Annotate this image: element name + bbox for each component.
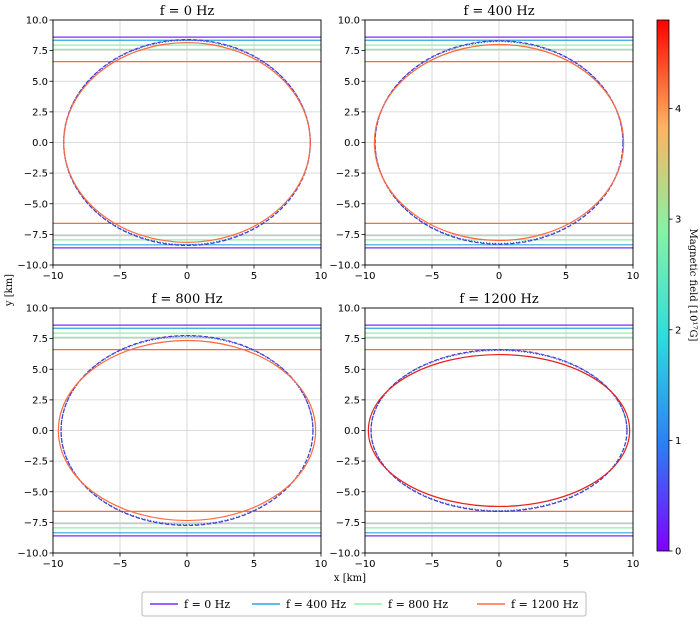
star-shape — [57, 339, 317, 522]
x-tick-label: −5 — [113, 271, 128, 282]
x-tick-label: −5 — [425, 559, 440, 570]
panel-4: −10 −5 0 5 10 10.0 7.5 5.0 2.5 0.0 −2.5 −5.0 −7.5 −10… — [329, 292, 639, 570]
panels-layer: −10 −5 0 5 10 10.0 7.5 5.0 2.5 0.0 −2.5 −5.0 −7.5 −10… — [17, 4, 639, 570]
y-tick-label: 5.0 — [344, 77, 360, 88]
y-tick-label: −7.5 — [336, 518, 360, 529]
star-shape — [63, 42, 311, 243]
y-tick-label: 0.0 — [344, 138, 360, 149]
x-tick-label: −10 — [42, 559, 63, 570]
y-tick-label: 0.0 — [344, 426, 360, 437]
y-tick-label: −2.5 — [24, 457, 48, 468]
y-tick-label: 5.0 — [344, 365, 360, 376]
y-tick-label: 7.5 — [32, 334, 48, 345]
legend-label: f = 400 Hz — [286, 598, 346, 611]
y-tick-label: 10.0 — [26, 304, 48, 315]
x-tick-label: 5 — [251, 559, 257, 570]
y-tick-label: 7.5 — [344, 46, 360, 57]
legend-label: f = 0 Hz — [184, 598, 230, 611]
colorbar-tick-label: 4 — [675, 104, 681, 115]
x-tick-label: 5 — [251, 271, 257, 282]
x-tick-label: 10 — [627, 559, 640, 570]
y-tick-label: 5.0 — [32, 77, 48, 88]
y-tick-label: −2.5 — [336, 169, 360, 180]
panel-1: −10 −5 0 5 10 10.0 7.5 5.0 2.5 0.0 −2.5 −5.0 −7.5 −10… — [17, 4, 327, 282]
y-tick-label: −10.0 — [329, 549, 360, 560]
panel-title: f = 800 Hz — [151, 292, 222, 307]
colorbar-gradient — [656, 19, 670, 552]
y-tick-label: 10.0 — [338, 304, 360, 315]
legend-label: f = 1200 Hz — [511, 598, 578, 611]
star-shape — [374, 40, 624, 245]
y-tick-label: 7.5 — [344, 334, 360, 345]
x-axis-label: x [km] — [334, 573, 366, 584]
y-tick-label: −7.5 — [24, 230, 48, 241]
y-tick-label: −5.0 — [336, 199, 360, 210]
legend-entry: f = 1200 Hz — [477, 598, 578, 611]
y-tick-label: −7.5 — [336, 230, 360, 241]
y-tick-label: −5.0 — [24, 199, 48, 210]
x-tick-label: 5 — [563, 559, 569, 570]
y-tick-label: −2.5 — [24, 169, 48, 180]
x-tick-label: −5 — [425, 271, 440, 282]
legend-entry: f = 800 Hz — [354, 598, 448, 611]
panel-2: −10 −5 0 5 10 10.0 7.5 5.0 2.5 0.0 −2.5 −5.0 −7.5 −10… — [329, 4, 639, 282]
x-tick-label: 5 — [563, 271, 569, 282]
y-tick-label: 2.5 — [344, 107, 360, 118]
legend-entry: f = 0 Hz — [150, 598, 230, 611]
y-tick-label: −10.0 — [329, 261, 360, 272]
legend-entry: f = 400 Hz — [252, 598, 346, 611]
y-tick-label: 10.0 — [338, 16, 360, 27]
star-shape — [370, 349, 628, 512]
x-tick-label: 0 — [184, 559, 190, 570]
y-tick-label: 2.5 — [32, 107, 48, 118]
star-shape — [367, 353, 631, 508]
colorbar-tick-label: 2 — [675, 325, 681, 336]
x-tick-label: −5 — [113, 559, 128, 570]
x-tick-label: 0 — [496, 271, 502, 282]
y-tick-label: 7.5 — [32, 46, 48, 57]
x-tick-label: 10 — [315, 271, 328, 282]
y-tick-label: 0.0 — [32, 426, 48, 437]
y-tick-label: −5.0 — [336, 487, 360, 498]
colorbar-label: Magnetic field [10¹⁷G] — [687, 229, 698, 342]
legend-items: f = 0 Hz f = 400 Hz f = 800 Hz f = 1200 Hz — [150, 598, 578, 611]
y-tick-label: −10.0 — [17, 261, 48, 272]
colorbar-tick-label: 1 — [675, 436, 681, 447]
y-tick-label: −7.5 — [24, 518, 48, 529]
y-tick-label: −10.0 — [17, 549, 48, 560]
x-tick-label: −10 — [354, 271, 375, 282]
x-tick-label: −10 — [354, 559, 375, 570]
panel-3: −10 −5 0 5 10 10.0 7.5 5.0 2.5 0.0 −2.5 −5.0 −7.5 −10… — [17, 292, 327, 570]
x-tick-label: 10 — [315, 559, 328, 570]
y-tick-label: 0.0 — [32, 138, 48, 149]
y-tick-label: 10.0 — [26, 16, 48, 27]
x-tick-label: 10 — [627, 271, 640, 282]
panel-title: f = 1200 Hz — [459, 292, 539, 307]
panel-title: f = 0 Hz — [160, 4, 215, 19]
colorbar-ticks: 0 1 2 3 4 — [669, 104, 681, 558]
y-tick-label: −5.0 — [24, 487, 48, 498]
x-tick-label: 0 — [496, 559, 502, 570]
legend-label: f = 800 Hz — [388, 598, 448, 611]
star-shape — [373, 43, 625, 242]
x-tick-label: 0 — [184, 271, 190, 282]
y-axis-label: y [km] — [4, 274, 15, 307]
y-tick-label: 5.0 — [32, 365, 48, 376]
y-tick-label: 2.5 — [344, 395, 360, 406]
legend: f = 0 Hz f = 400 Hz f = 800 Hz f = 1200 Hz — [141, 591, 587, 617]
star-shape — [60, 335, 314, 526]
colorbar-tick-label: 3 — [675, 215, 681, 226]
y-tick-label: −2.5 — [336, 457, 360, 468]
colorbar-tick-label: 0 — [675, 547, 681, 558]
y-tick-label: 2.5 — [32, 395, 48, 406]
colorbar: 0 1 2 3 4 Magnetic field [10¹⁷G] — [656, 19, 698, 558]
panel-title: f = 400 Hz — [463, 4, 534, 19]
x-tick-label: −10 — [42, 271, 63, 282]
